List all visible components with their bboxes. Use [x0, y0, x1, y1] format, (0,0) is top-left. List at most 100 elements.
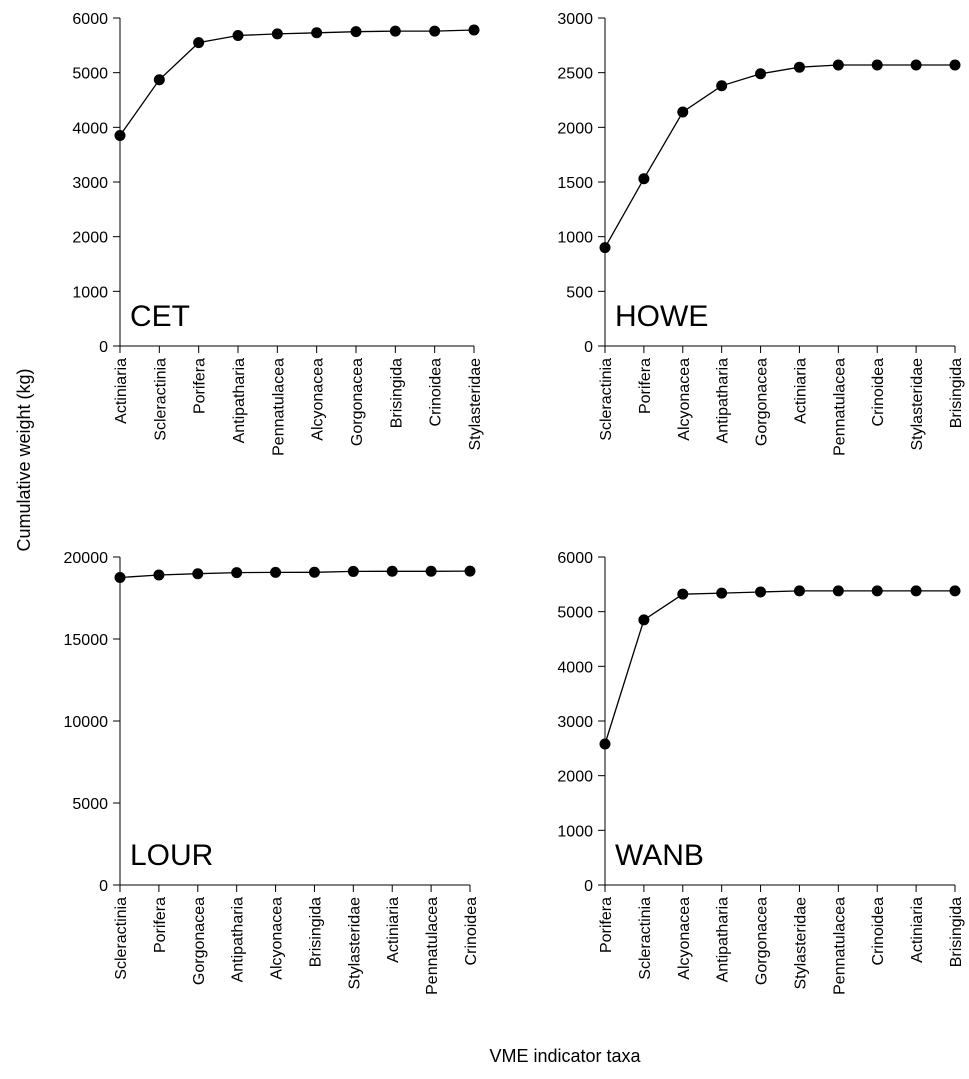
y-tick-label: 2000 — [72, 230, 108, 247]
y-tick-label: 2000 — [557, 769, 593, 786]
x-tick-label: Scleractinia — [113, 897, 130, 980]
x-tick-label: Gorgonacea — [349, 358, 366, 446]
x-tick-label: Antipatharia — [715, 897, 732, 982]
data-point — [386, 565, 398, 577]
data-point — [677, 588, 689, 600]
x-tick-label: Scleractinia — [598, 358, 615, 441]
y-tick-label: 20000 — [64, 550, 109, 567]
chart-panel-cet: 0 1000 2000 3000 4000 5000 6000 Actiniaria Scler… — [72, 11, 484, 456]
x-tick-label: Alcyonacea — [676, 358, 693, 441]
x-tick-label: Scleractinia — [637, 897, 654, 980]
data-point — [871, 585, 883, 597]
series-line — [119, 570, 471, 579]
x-tick-label: Porifera — [598, 897, 615, 953]
data-point — [832, 59, 844, 71]
x-tick-label: Brisingida — [948, 358, 965, 428]
data-point — [153, 569, 165, 581]
x-tick-label: Crinoidea — [428, 358, 445, 427]
data-point — [793, 61, 805, 73]
data-point — [389, 25, 401, 37]
x-tick-label: Brisingida — [948, 897, 965, 967]
x-tick-label: Actiniaria — [113, 358, 130, 424]
y-tick-label: 4000 — [557, 659, 593, 676]
data-point — [114, 130, 126, 142]
y-tick-label: 1000 — [557, 230, 593, 247]
panel-label: CET — [130, 300, 190, 333]
y-tick-label: 3000 — [72, 175, 108, 192]
data-point — [599, 242, 611, 254]
x-tick-label: Crinoidea — [463, 897, 480, 966]
panel-label: HOWE — [615, 300, 708, 333]
y-tick-label: 5000 — [72, 796, 108, 813]
y-axis-title: Cumulative weight (kg) — [14, 368, 34, 551]
y-tick-label: 5000 — [557, 605, 593, 622]
x-tick-label: Porifera — [152, 897, 169, 953]
panel-label: LOUR — [130, 839, 213, 872]
x-tick-label: Gorgonacea — [191, 897, 208, 985]
y-tick-label: 15000 — [64, 632, 109, 649]
x-tick-label: Brisingida — [388, 358, 405, 428]
data-point — [599, 738, 611, 750]
x-tick-label: Stylasteridae — [792, 897, 809, 990]
data-point — [271, 28, 283, 40]
chart-panel-lour: 0 5000 10000 15000 20000 Scleractinia Porifera… — [64, 550, 481, 995]
data-point — [638, 173, 650, 185]
x-tick-label: Actiniaria — [792, 358, 809, 424]
data-point — [114, 572, 126, 583]
x-tick-label: Alcyonacea — [269, 897, 286, 980]
x-tick-label: Antipatharia — [231, 358, 248, 443]
data-point — [192, 568, 204, 580]
y-tick-label: 0 — [99, 878, 108, 895]
y-tick-label: 4000 — [72, 120, 108, 137]
y-tick-label: 6000 — [72, 11, 108, 28]
data-point — [350, 26, 362, 38]
data-point — [832, 585, 844, 597]
chart-panel-howe: 0 500 1000 1500 2000 2500 3000 Scleractinia Pori… — [557, 11, 965, 456]
x-tick-label: Stylasteridae — [467, 358, 484, 451]
y-tick-label: 3000 — [557, 714, 593, 731]
data-point — [793, 585, 805, 597]
y-tick-label: 1000 — [557, 823, 593, 840]
y-tick-label: 5000 — [72, 66, 108, 83]
y-tick-label: 1500 — [557, 175, 593, 192]
series-line — [604, 590, 955, 745]
y-tick-label: 0 — [584, 339, 593, 356]
x-tick-label: Pennatulacea — [831, 897, 848, 995]
x-tick-label: Scleractinia — [152, 358, 169, 441]
data-point — [638, 614, 650, 626]
y-tick-label: 1000 — [72, 284, 108, 301]
y-tick-label: 6000 — [557, 550, 593, 567]
x-tick-label: Alcyonacea — [310, 358, 327, 441]
series-line — [604, 64, 955, 248]
x-tick-label: Pennatulacea — [831, 358, 848, 456]
x-tick-label: Stylasteridae — [909, 358, 926, 451]
data-point — [270, 566, 282, 578]
y-tick-label: 3000 — [557, 11, 593, 28]
data-point — [153, 74, 165, 86]
data-point — [468, 24, 480, 36]
panel-label: WANB — [615, 839, 704, 872]
data-point — [232, 29, 244, 41]
x-tick-label: Stylasteridae — [346, 897, 363, 990]
data-point — [677, 106, 689, 118]
y-tick-label: 2500 — [557, 66, 593, 83]
data-point — [910, 59, 922, 71]
data-point — [755, 68, 767, 80]
data-point — [231, 567, 243, 579]
data-point — [716, 587, 728, 599]
x-tick-label: Crinoidea — [870, 358, 887, 427]
y-tick-label: 0 — [584, 878, 593, 895]
data-point — [193, 37, 205, 49]
data-point — [871, 59, 883, 71]
y-tick-label: 500 — [566, 284, 593, 301]
series-line — [119, 29, 475, 136]
data-point — [949, 59, 961, 71]
data-point — [311, 27, 323, 39]
data-point — [910, 585, 922, 597]
x-tick-label: Antipatharia — [230, 897, 247, 982]
x-tick-label: Actiniaria — [909, 897, 926, 963]
chart-panel-wanb: 0 1000 2000 3000 4000 5000 6000 Porifera Sclerac… — [557, 550, 965, 995]
x-tick-label: Pennatulacea — [424, 897, 441, 995]
